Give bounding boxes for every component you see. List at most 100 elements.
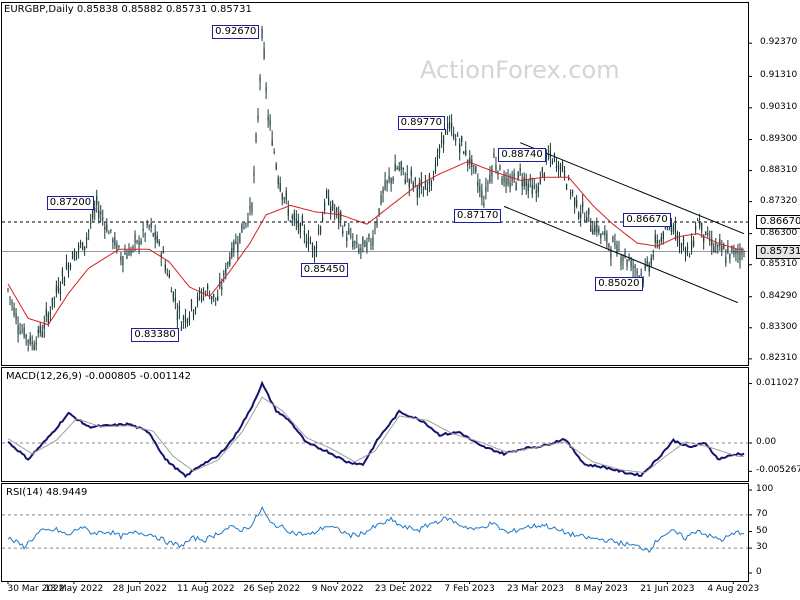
candle-body bbox=[634, 265, 636, 268]
candle-body bbox=[449, 122, 451, 130]
candle-body bbox=[459, 143, 461, 153]
candle-body bbox=[461, 136, 463, 142]
candle-body bbox=[541, 167, 543, 172]
candle-body bbox=[231, 247, 233, 257]
candle-body bbox=[75, 251, 78, 254]
candle-body bbox=[400, 161, 402, 170]
candle-body bbox=[291, 215, 293, 219]
candle-body bbox=[285, 191, 287, 200]
price-ytick-label: 0.87320 bbox=[760, 195, 798, 206]
candle-body bbox=[39, 326, 41, 333]
annotation-0.87200: 0.87200 bbox=[46, 196, 95, 211]
candle-body bbox=[259, 76, 261, 82]
candle-body bbox=[741, 248, 743, 255]
candle-body bbox=[96, 195, 98, 205]
x-label: 13 May 2022 bbox=[44, 584, 104, 594]
candle-body bbox=[136, 240, 138, 243]
candle-body bbox=[233, 241, 235, 251]
x-label: 23 Dec 2022 bbox=[374, 584, 433, 594]
candle-body bbox=[88, 230, 90, 232]
candle-body bbox=[227, 262, 229, 265]
candle-body bbox=[241, 223, 243, 233]
candle-body bbox=[483, 203, 485, 206]
candle-body bbox=[21, 330, 23, 332]
candle-body bbox=[281, 193, 283, 200]
candle-body bbox=[160, 254, 162, 258]
candle-body bbox=[319, 226, 322, 234]
candle-body bbox=[529, 178, 531, 181]
candle-body bbox=[49, 312, 51, 315]
candle-body bbox=[721, 246, 723, 252]
candle-body bbox=[584, 220, 586, 222]
candle-body bbox=[525, 180, 527, 187]
candle-body bbox=[267, 116, 269, 121]
candle-body bbox=[223, 273, 225, 276]
candle-body bbox=[283, 197, 285, 199]
candle-body bbox=[660, 237, 662, 242]
x-label: 8 May 2023 bbox=[574, 584, 628, 594]
candle-body bbox=[249, 205, 251, 210]
candle-body bbox=[582, 202, 584, 208]
price-ytick-label: 0.83300 bbox=[760, 321, 798, 332]
candle-body bbox=[682, 237, 685, 245]
candle-body bbox=[517, 171, 519, 179]
candle-body bbox=[344, 223, 346, 226]
candle-body bbox=[505, 177, 507, 186]
candle-body bbox=[628, 259, 630, 261]
candle-body bbox=[499, 165, 501, 170]
candle-body bbox=[67, 264, 70, 274]
candle-body bbox=[656, 240, 658, 244]
candle-body bbox=[467, 159, 469, 166]
annotation-0.85020: 0.85020 bbox=[595, 276, 643, 291]
candle-body bbox=[503, 175, 505, 182]
candle-body bbox=[69, 264, 72, 268]
candle-body bbox=[94, 207, 96, 212]
candle-body bbox=[650, 257, 652, 265]
candle-body bbox=[277, 177, 279, 185]
candle-body bbox=[690, 240, 693, 250]
x-label: 4 Aug 2023 bbox=[707, 584, 760, 594]
candle-body bbox=[414, 178, 416, 181]
candle-body bbox=[334, 211, 336, 214]
candle-body bbox=[342, 230, 344, 234]
candle-body bbox=[332, 201, 334, 210]
candle-body bbox=[297, 220, 299, 228]
x-label: 26 Sep 2022 bbox=[243, 584, 301, 594]
candle-body bbox=[719, 238, 721, 246]
candle-body bbox=[725, 257, 727, 264]
candle-body bbox=[374, 228, 376, 230]
candle-body bbox=[606, 233, 608, 243]
candle-body bbox=[7, 289, 9, 291]
candle-body bbox=[301, 216, 303, 226]
channel-line-upper bbox=[519, 142, 745, 235]
candle-body bbox=[90, 222, 92, 224]
candle-body bbox=[572, 190, 574, 194]
candle-body bbox=[594, 225, 596, 233]
candle-body bbox=[453, 133, 455, 139]
price-ytick-label: 0.91310 bbox=[760, 70, 798, 81]
price-pane-frame bbox=[1, 2, 749, 366]
candle-body bbox=[493, 153, 495, 158]
candle-body bbox=[148, 225, 150, 227]
candle-body bbox=[108, 233, 110, 235]
price-ytick-label: 0.88310 bbox=[760, 164, 798, 175]
candle-body bbox=[567, 178, 570, 180]
candle-body bbox=[701, 222, 703, 231]
candle-body bbox=[114, 237, 116, 246]
candle-body bbox=[610, 249, 612, 259]
candle-body bbox=[225, 268, 227, 274]
candle-body bbox=[293, 212, 295, 220]
candle-body bbox=[362, 236, 364, 245]
candle-body bbox=[408, 179, 410, 188]
candle-body bbox=[303, 230, 306, 235]
candle-body bbox=[346, 236, 348, 241]
candle-body bbox=[77, 245, 80, 250]
candle-body bbox=[489, 174, 491, 182]
annotation-0.86670: 0.86670 bbox=[623, 213, 671, 228]
candle-body bbox=[150, 222, 152, 228]
candle-body bbox=[128, 251, 130, 256]
candle-body bbox=[217, 296, 219, 301]
candle-body bbox=[257, 115, 259, 120]
candle-body bbox=[243, 227, 245, 229]
